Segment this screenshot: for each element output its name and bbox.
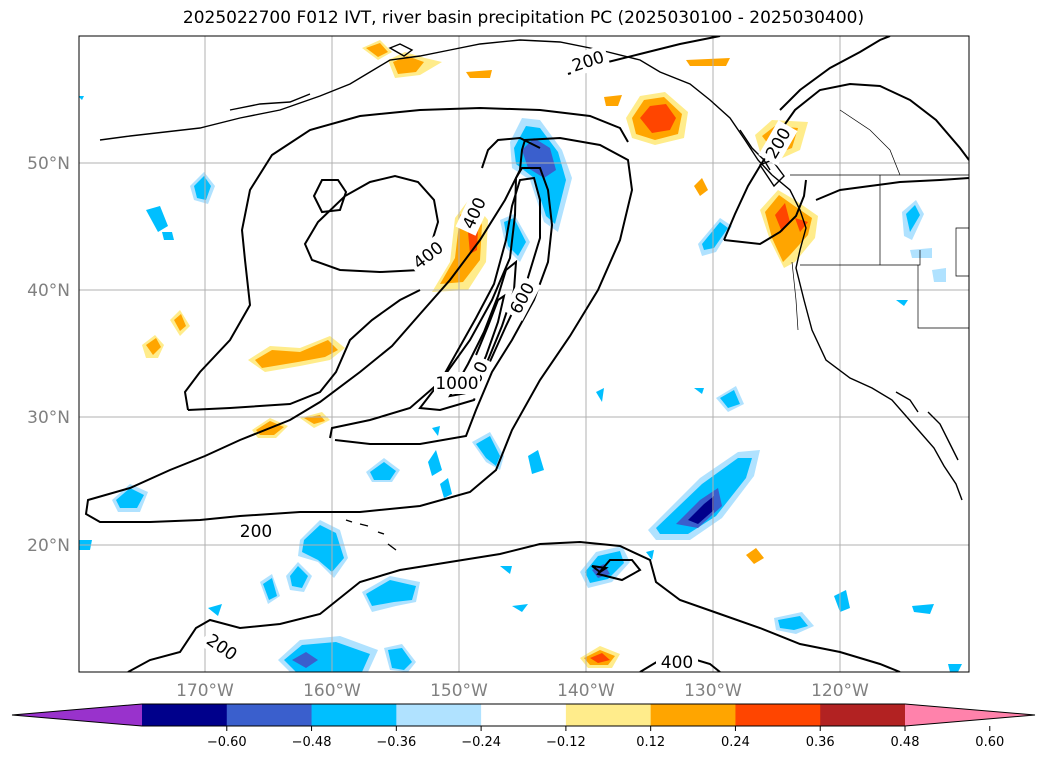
lon-label-140w: 140°W <box>557 681 615 701</box>
contour-label-400-south: 400 <box>661 653 693 673</box>
positive-anomaly-blob-c <box>760 190 818 268</box>
longitude-labels: 170°W 160°W 150°W 140°W 130°W 120°W <box>176 681 869 701</box>
coastlines <box>99 39 963 551</box>
graticule <box>79 36 969 672</box>
ivt-contour-200-west-b <box>187 289 421 411</box>
colorbar-swatch <box>396 704 482 726</box>
contour-labels: 200 200 400 400 600 800 1000 200 200 400 <box>199 44 798 673</box>
colorbar-swatch <box>820 704 906 726</box>
ivt-contour-200-west <box>183 106 629 411</box>
ivt-contour-400 <box>329 167 554 445</box>
colorbar-tick-label: 0.12 <box>636 735 665 750</box>
positive-anomaly-blob-e <box>248 336 345 372</box>
colorbar-tick-label: 0.24 <box>721 735 750 750</box>
ivt-contour-200-south <box>127 540 901 672</box>
lat-label-40n: 40°N <box>27 281 70 301</box>
ivt-contour-small-loop <box>312 179 348 214</box>
contour-label-1000: 1000 <box>435 374 478 394</box>
colorbar-tick-label: −0.60 <box>207 735 247 750</box>
lon-label-170w: 170°W <box>176 681 234 701</box>
positive-anomaly-blob-b <box>626 92 688 145</box>
colorbar-swatch <box>565 704 652 726</box>
lat-label-30n: 30°N <box>27 408 70 428</box>
colorbar-tick-label: −0.48 <box>292 735 332 750</box>
colorbar-extend-low <box>12 704 142 726</box>
negative-anomaly-blobs-small <box>79 96 962 672</box>
lat-label-20n: 20°N <box>27 536 70 556</box>
colorbar-tick-label: 0.36 <box>806 735 835 750</box>
positive-anomaly-blobs-small <box>142 40 764 668</box>
colorbar-outline <box>11 703 1036 727</box>
ivt-contours <box>84 36 969 672</box>
negative-anomaly-blob-d <box>278 636 378 672</box>
colorbar-swatch <box>735 704 821 726</box>
map-title: 2025022700 F012 IVT, river basin precipi… <box>182 8 865 28</box>
lon-label-160w: 160°W <box>303 681 361 701</box>
political-borders <box>790 109 969 331</box>
colorbar: −0.60 −0.48 −0.36 −0.24 −0.12 0.12 0.24 0.36 0.4… <box>11 703 1036 750</box>
lon-label-130w: 130°W <box>684 681 742 701</box>
ivt-contour-200-outer <box>84 136 634 523</box>
latitude-labels: 50°N 40°N 30°N 20°N <box>27 154 70 556</box>
colorbar-extend-high <box>905 704 1035 726</box>
colorbar-tick-label: −0.24 <box>461 735 501 750</box>
ivt-contour-400-south <box>596 559 642 582</box>
ivt-contour-400-b <box>481 136 541 169</box>
negative-anomaly-blob-b <box>648 450 760 540</box>
contour-label-200-west: 200 <box>240 522 272 542</box>
colorbar-tick-label: 0.48 <box>891 735 920 750</box>
ivt-contour-400-arc <box>303 174 440 274</box>
lon-label-150w: 150°W <box>430 681 488 701</box>
map-border <box>78 35 970 673</box>
colorbar-tick-label: −0.36 <box>376 735 416 750</box>
colorbar-swatch <box>226 704 313 726</box>
colorbar-swatch <box>481 704 567 726</box>
lat-label-50n: 50°N <box>27 154 70 174</box>
colorbar-swatch <box>142 704 228 726</box>
colorbar-tick-label: −0.12 <box>546 735 586 750</box>
colorbar-swatch <box>650 704 736 726</box>
lon-label-120w: 120°W <box>811 681 869 701</box>
colorbar-tick-label: 0.60 <box>975 735 1004 750</box>
colorbar-swatch <box>311 704 397 726</box>
ivt-contour-200-coast <box>723 82 969 241</box>
